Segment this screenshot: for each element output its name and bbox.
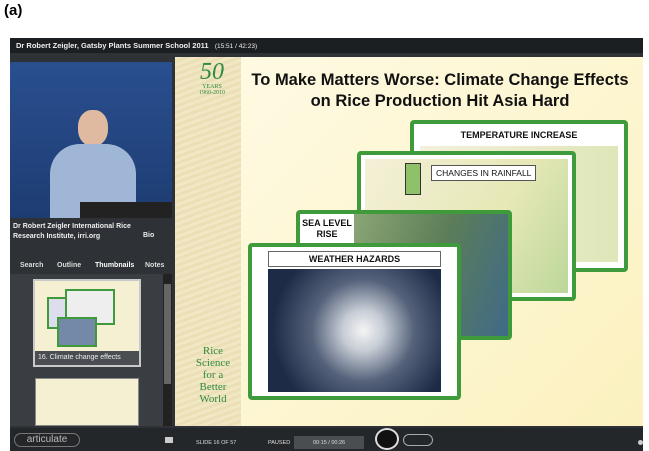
thumbnail-selected[interactable]: 16. Climate change effects <box>33 279 141 367</box>
card-weather: WEATHER HAZARDS <box>248 243 461 400</box>
progress-bar[interactable] <box>294 436 364 449</box>
card-title: TEMPERATURE INCREASE <box>460 130 578 140</box>
card-title: WEATHER HAZARDS <box>268 251 441 267</box>
logo: 50 YEARS 1960-2010 <box>186 60 238 96</box>
scrollbar <box>163 274 172 426</box>
slide-count: SLIDE 16 OF 57 <box>196 440 237 446</box>
title-bar: Dr Robert Zeigler, Gatsby Plants Summer … <box>10 38 643 53</box>
logo-tagline: Rice Science for a Better World <box>195 345 231 405</box>
presenter-head <box>78 110 108 146</box>
bio-button[interactable]: Bio <box>143 232 155 239</box>
video <box>10 62 172 218</box>
window-time: (15:51 / 42:23) <box>214 43 258 50</box>
tab-notes[interactable]: Notes <box>145 262 165 269</box>
tab-search[interactable]: Search <box>20 262 44 269</box>
logo-dates: 1960-2010 <box>199 90 225 96</box>
presenter-info: Dr Robert Zeigler International Rice Res… <box>13 223 131 240</box>
card-title: SEA LEVEL RISE <box>302 218 352 239</box>
scroll-thumb[interactable] <box>164 284 171 384</box>
fullscreen-button[interactable] <box>638 440 643 445</box>
status: PAUSED <box>268 440 291 446</box>
thumb-card <box>65 289 115 325</box>
slide-title: To Make Matters Worse: Climate Change Ef… <box>251 71 629 110</box>
thumbnail-label: 16. Climate change effects <box>35 351 139 365</box>
play-button[interactable] <box>375 428 399 450</box>
window-title: Dr Robert Zeigler, Gatsby Plants Summer … <box>16 41 209 50</box>
thumbnail[interactable] <box>35 378 139 426</box>
volume-button[interactable] <box>165 437 173 443</box>
tab-thumbnails[interactable]: Thumbnails <box>95 262 135 269</box>
card-title: CHANGES IN RAINFALL <box>431 165 537 181</box>
satellite-image <box>268 269 441 392</box>
logo-number: 50 <box>200 59 224 85</box>
elapsed-time: 00:15 / 00:26 <box>313 440 346 446</box>
prev-next[interactable] <box>403 434 433 446</box>
slide-sidebar <box>175 57 241 426</box>
brand-logo: articulate <box>14 433 80 447</box>
figure-label: (a) <box>4 2 23 19</box>
podium <box>80 202 172 218</box>
thumb-card <box>57 317 97 347</box>
legend-box <box>405 163 421 195</box>
tab-outline[interactable]: Outline <box>57 262 82 269</box>
logo-years: YEARS <box>202 84 222 90</box>
